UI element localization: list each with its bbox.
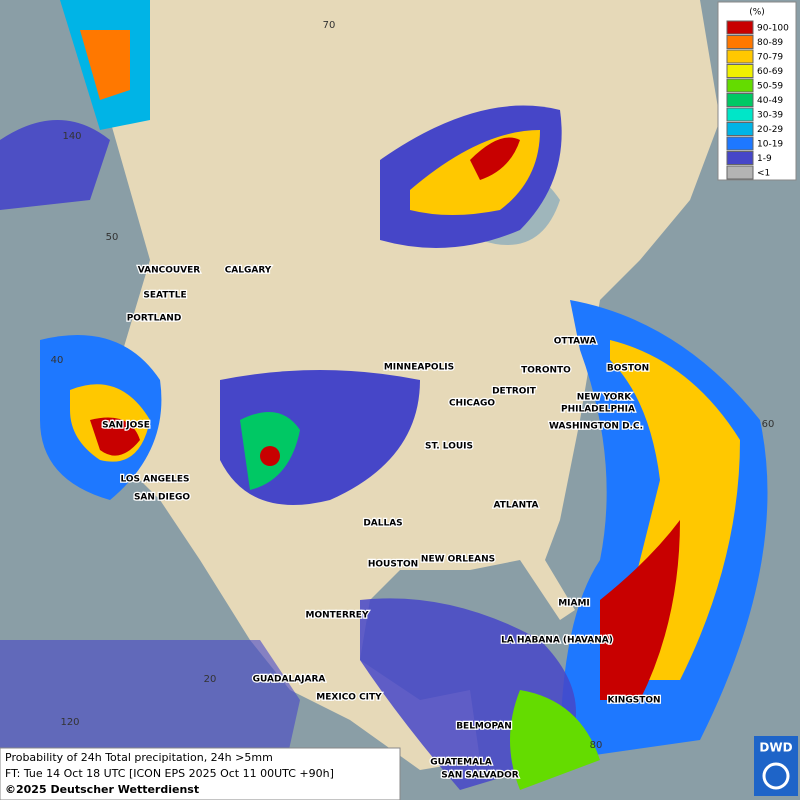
legend-swatch <box>726 107 754 122</box>
legend-swatch <box>726 78 754 93</box>
logo-box <box>754 736 798 796</box>
grid-label: 50 <box>106 232 119 243</box>
logo: DWD <box>759 741 792 755</box>
city-label: SAN DIEGO <box>134 493 190 503</box>
legend-swatch <box>726 64 754 78</box>
legend-swatch <box>726 49 754 64</box>
city-label: CALGARY <box>225 266 272 276</box>
city-label: HOUSTON <box>368 560 418 570</box>
city-label: SAN JOSE <box>102 421 150 431</box>
legend-swatch <box>726 136 754 151</box>
precip <box>260 446 280 466</box>
legend-label: 50-59 <box>757 82 783 92</box>
legend-label: 80-89 <box>757 38 783 48</box>
grid-label: 40 <box>51 355 64 366</box>
city-label: SAN SALVADOR <box>441 771 518 781</box>
city-label: ATLANTA <box>493 501 538 511</box>
legend-label: 60-69 <box>757 67 783 77</box>
legend-label: 40-49 <box>757 96 783 106</box>
city-label: LA HABANA (HAVANA) <box>501 636 613 646</box>
city-label: GUADALAJARA <box>253 675 326 685</box>
footer-box <box>0 747 401 800</box>
footer-text: Probability of 24h Total precipitation, … <box>5 751 273 764</box>
city-label: OTTAWA <box>554 337 597 347</box>
grid-label: 70 <box>323 20 336 31</box>
city-label: SEATTLE <box>143 291 186 301</box>
legend-swatch <box>726 93 754 107</box>
city-label: GUATEMALA <box>430 758 492 768</box>
city-label: VANCOUVER <box>138 266 201 276</box>
legend-label: 90-100 <box>757 24 789 34</box>
legend-swatch <box>726 165 754 180</box>
legend-swatch <box>726 20 754 35</box>
legend-swatch <box>726 122 754 136</box>
city-label: PORTLAND <box>127 314 182 324</box>
legend-label: 1-9 <box>757 154 772 164</box>
footer-copyright: ©2025 Deutscher Wetterdienst <box>5 783 199 796</box>
city-label: KINGSTON <box>607 696 660 706</box>
city-label: CHICAGO <box>449 399 495 409</box>
grid-label: 20 <box>204 674 217 685</box>
legend-label: 70-79 <box>757 53 783 63</box>
grid-label: 60 <box>762 419 775 430</box>
city-label: MONTERREY <box>306 611 369 621</box>
city-label: TORONTO <box>521 366 571 376</box>
city-label: NEW ORLEANS <box>421 555 495 565</box>
city-label: MINNEAPOLIS <box>384 363 454 373</box>
precip <box>510 690 600 790</box>
logo-swirl <box>762 762 790 790</box>
legend-label: 20-29 <box>757 125 783 135</box>
grid-label: 140 <box>62 131 81 142</box>
city-label: LOS ANGELES <box>120 475 189 485</box>
legend-swatch <box>726 151 754 165</box>
precip <box>470 137 520 180</box>
legend-swatch <box>726 35 754 49</box>
city-label: BOSTON <box>607 364 649 374</box>
precip <box>0 120 110 210</box>
grid-label: 120 <box>60 717 79 728</box>
city-label: NEW YORK <box>577 393 633 403</box>
legend-label: <1 <box>757 169 770 179</box>
city-label: WASHINGTON D.C. <box>549 422 643 432</box>
city-label: DALLAS <box>363 519 402 529</box>
footer-text: FT: Tue 14 Oct 18 UTC [ICON EPS 2025 Oct… <box>5 767 334 780</box>
precip <box>90 417 140 456</box>
legend-label: 30-39 <box>757 111 783 121</box>
precip <box>600 520 680 700</box>
city-label: MIAMI <box>558 599 590 609</box>
city-label: BELMOPAN <box>456 722 512 732</box>
city-label: MEXICO CITY <box>316 693 382 703</box>
city-label: PHILADELPHIA <box>561 405 635 415</box>
grid-label: 80 <box>590 740 603 751</box>
legend-title: (%) <box>749 8 765 18</box>
legend-label: 10-19 <box>757 140 783 150</box>
city-label: DETROIT <box>492 387 537 397</box>
city-label: ST. LOUIS <box>425 442 473 452</box>
precip <box>80 30 130 100</box>
